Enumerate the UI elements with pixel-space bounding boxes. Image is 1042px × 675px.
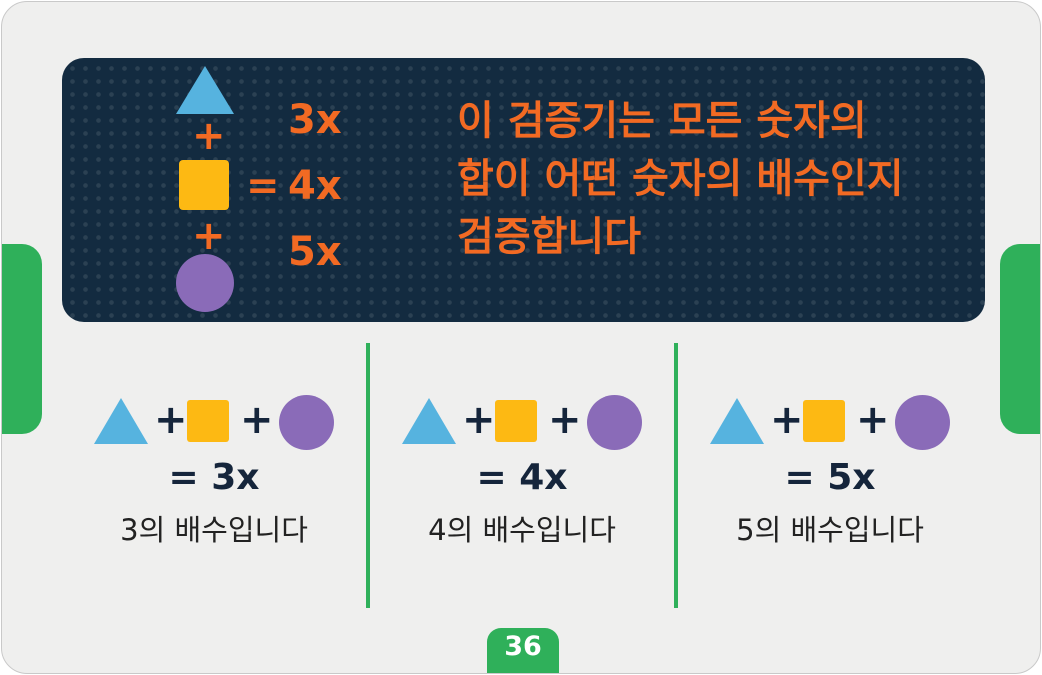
left-side-tab [2,244,42,434]
triangle-icon [710,398,764,444]
circle-icon [895,395,950,450]
column-divider [674,343,678,608]
plus-sign: + [240,397,274,443]
multiple-description: 3의 배수입니다 [120,513,308,547]
example-column: + + = 4x 4의 배수입니다 [402,395,702,568]
triangle-icon [94,398,148,444]
multiple-label: 4x [288,163,342,209]
example-column: + + = 5x 5의 배수입니다 [710,395,1010,568]
multiple-label: 3x [288,97,342,143]
banner-heading: 이 검증기는 모든 숫자의 합이 어떤 숫자의 배수인지 검증합니다 [457,98,904,260]
multiple-label: 5x [288,229,342,275]
square-icon [803,400,845,442]
triangle-icon [176,66,234,114]
equation-result: = 5x [784,457,876,498]
triangle-icon [402,398,456,444]
square-icon [187,400,229,442]
column-divider [366,343,370,608]
circle-icon [176,254,234,312]
plus-sign: + [192,213,226,259]
circle-icon [587,395,642,450]
plus-sign: + [192,113,226,159]
circle-icon [279,395,334,450]
multiple-description: 5의 배수입니다 [736,513,924,547]
plus-sign: + [770,397,804,443]
page-number: 36 [487,628,559,673]
plus-sign: + [548,397,582,443]
plus-sign: + [856,397,890,443]
multiple-description: 4의 배수입니다 [428,513,616,547]
equation-result: = 3x [168,457,260,498]
example-column: + + = 3x 3의 배수입니다 [94,395,394,568]
equals-sign: = [246,163,280,209]
square-icon [495,400,537,442]
right-side-tab [1000,244,1040,434]
plus-sign: + [462,397,496,443]
plus-sign: + [154,397,188,443]
square-icon [179,160,229,210]
equation-result: = 4x [476,457,568,498]
